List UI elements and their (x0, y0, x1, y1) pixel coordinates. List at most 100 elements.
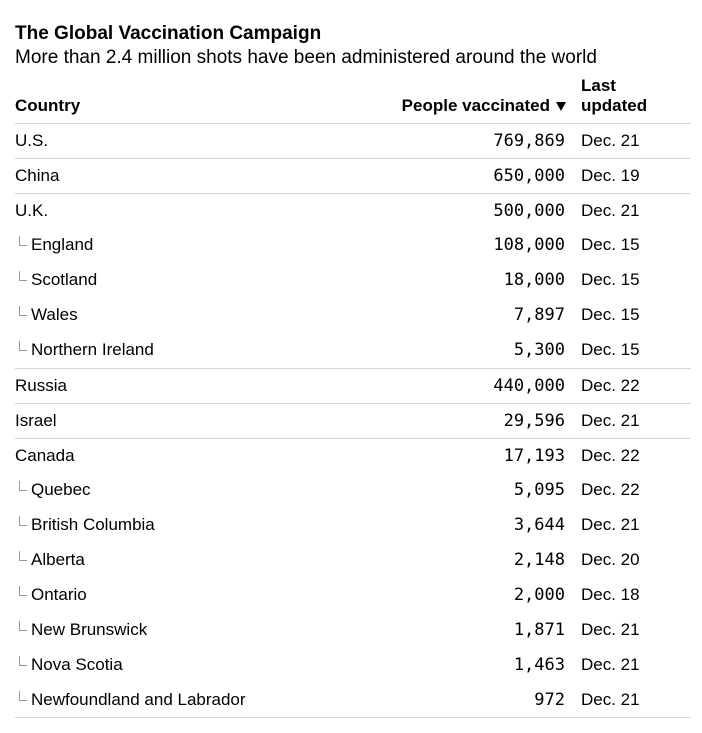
table-row-subregion: British Columbia 3,644 Dec. 21 (15, 508, 691, 543)
tree-elbow-icon (19, 586, 27, 596)
last-updated-cell: Dec. 21 (581, 201, 640, 220)
country-cell: Nova Scotia (19, 648, 123, 682)
people-vaccinated-cell: 5,300 (513, 340, 565, 360)
people-vaccinated-cell: 500,000 (493, 201, 565, 221)
country-cell: Alberta (19, 543, 85, 577)
country-cell: China (15, 159, 59, 193)
country-name: Ontario (31, 585, 87, 604)
tree-elbow-icon (19, 621, 27, 631)
last-updated-cell: Dec. 15 (581, 270, 640, 289)
table-row-subregion: Quebec 5,095 Dec. 22 (15, 473, 691, 508)
last-updated-cell: Dec. 18 (581, 585, 640, 604)
last-updated-cell: Dec. 15 (581, 305, 640, 324)
country-cell: Quebec (19, 473, 91, 507)
column-header-people-vaccinated[interactable]: People vaccinated (402, 96, 566, 116)
table-row-country: U.K. 500,000 Dec. 21 (15, 193, 691, 228)
country-name: British Columbia (31, 515, 155, 534)
tree-elbow-icon (19, 341, 27, 351)
table-row-country: Israel 29,596 Dec. 21 (15, 403, 691, 438)
country-name: Israel (15, 411, 57, 430)
people-vaccinated-cell: 440,000 (493, 376, 565, 396)
country-cell: New Brunswick (19, 613, 147, 647)
country-cell: Scotland (19, 263, 97, 297)
country-name: Russia (15, 376, 67, 395)
column-header-people-label: People vaccinated (401, 96, 550, 115)
country-name: Quebec (31, 480, 91, 499)
country-name: U.K. (15, 201, 49, 220)
tree-elbow-icon (19, 656, 27, 666)
tree-elbow-icon (19, 306, 27, 316)
country-cell: Russia (15, 369, 67, 403)
country-cell: Ontario (19, 578, 87, 612)
people-vaccinated-cell: 108,000 (493, 235, 565, 255)
table-row-country: China 650,000 Dec. 19 (15, 158, 691, 193)
people-vaccinated-cell: 1,463 (513, 655, 565, 675)
last-updated-cell: Dec. 21 (581, 515, 640, 534)
country-cell: England (19, 228, 93, 262)
people-vaccinated-cell: 2,148 (513, 550, 565, 570)
people-vaccinated-cell: 769,869 (493, 131, 565, 151)
table-row-subregion: Nova Scotia 1,463 Dec. 21 (15, 648, 691, 683)
table-row-subregion: Alberta 2,148 Dec. 20 (15, 543, 691, 578)
last-updated-cell: Dec. 22 (581, 446, 640, 465)
page-title: The Global Vaccination Campaign (15, 23, 322, 44)
last-updated-cell: Dec. 20 (581, 550, 640, 569)
table-row-country: U.S. 769,869 Dec. 21 (15, 123, 691, 158)
people-vaccinated-cell: 3,644 (513, 515, 565, 535)
sort-descending-icon (556, 102, 566, 111)
table-row-subregion: England 108,000 Dec. 15 (15, 228, 691, 263)
people-vaccinated-cell: 17,193 (503, 446, 565, 466)
tree-elbow-icon (19, 481, 27, 491)
people-vaccinated-cell: 1,871 (513, 620, 565, 640)
country-name: Alberta (31, 550, 85, 569)
page-subtitle: More than 2.4 million shots have been ad… (15, 47, 597, 68)
table-row-subregion: Wales 7,897 Dec. 15 (15, 298, 691, 333)
column-header-updated-line2: updated (581, 96, 648, 115)
country-cell: British Columbia (19, 508, 155, 542)
tree-elbow-icon (19, 551, 27, 561)
country-name: Newfoundland and Labrador (31, 690, 246, 709)
country-cell: U.K. (15, 194, 48, 228)
people-vaccinated-cell: 29,596 (503, 411, 565, 431)
table-row-subregion: Northern Ireland 5,300 Dec. 15 (15, 333, 691, 368)
people-vaccinated-cell: 2,000 (513, 585, 565, 605)
people-vaccinated-cell: 5,095 (513, 480, 565, 500)
table-row-country: Russia 440,000 Dec. 22 (15, 368, 691, 403)
column-header-country[interactable]: Country (15, 96, 81, 115)
country-name: Northern Ireland (31, 340, 154, 359)
people-vaccinated-cell: 7,897 (513, 305, 565, 325)
column-header-updated-line1: Last (581, 76, 616, 95)
country-name: New Brunswick (31, 620, 148, 639)
table-row-country: Canada 17,193 Dec. 22 (15, 438, 691, 473)
country-name: U.S. (15, 131, 49, 150)
people-vaccinated-cell: 18,000 (503, 270, 565, 290)
last-updated-cell: Dec. 19 (581, 166, 640, 185)
country-cell: U.S. (15, 124, 48, 158)
tree-elbow-icon (19, 516, 27, 526)
table-row-subregion: Ontario 2,000 Dec. 18 (15, 578, 691, 613)
last-updated-cell: Dec. 21 (581, 131, 640, 150)
last-updated-cell: Dec. 15 (581, 235, 640, 254)
last-updated-cell: Dec. 15 (581, 340, 640, 359)
country-name: Scotland (31, 270, 98, 289)
country-cell: Northern Ireland (19, 333, 154, 367)
column-header-last-updated[interactable]: Last updated (581, 76, 647, 116)
country-name: Nova Scotia (31, 655, 123, 674)
country-cell: Canada (15, 439, 75, 473)
last-updated-cell: Dec. 21 (581, 411, 640, 430)
vaccination-table: U.S. 769,869 Dec. 21 China 650,000 Dec. 19 U.K… (15, 123, 691, 718)
table-row-subregion: Newfoundland and Labrador 972 Dec. 21 (15, 683, 691, 718)
country-name: Canada (15, 446, 75, 465)
table-row-subregion: New Brunswick 1,871 Dec. 21 (15, 613, 691, 648)
table-row-subregion: Scotland 18,000 Dec. 15 (15, 263, 691, 298)
people-vaccinated-cell: 972 (534, 690, 565, 710)
country-name: Wales (31, 305, 78, 324)
people-vaccinated-cell: 650,000 (493, 166, 565, 186)
last-updated-cell: Dec. 21 (581, 655, 640, 674)
tree-elbow-icon (19, 271, 27, 281)
last-updated-cell: Dec. 22 (581, 480, 640, 499)
tree-elbow-icon (19, 236, 27, 246)
last-updated-cell: Dec. 21 (581, 620, 640, 639)
country-name: England (31, 235, 94, 254)
